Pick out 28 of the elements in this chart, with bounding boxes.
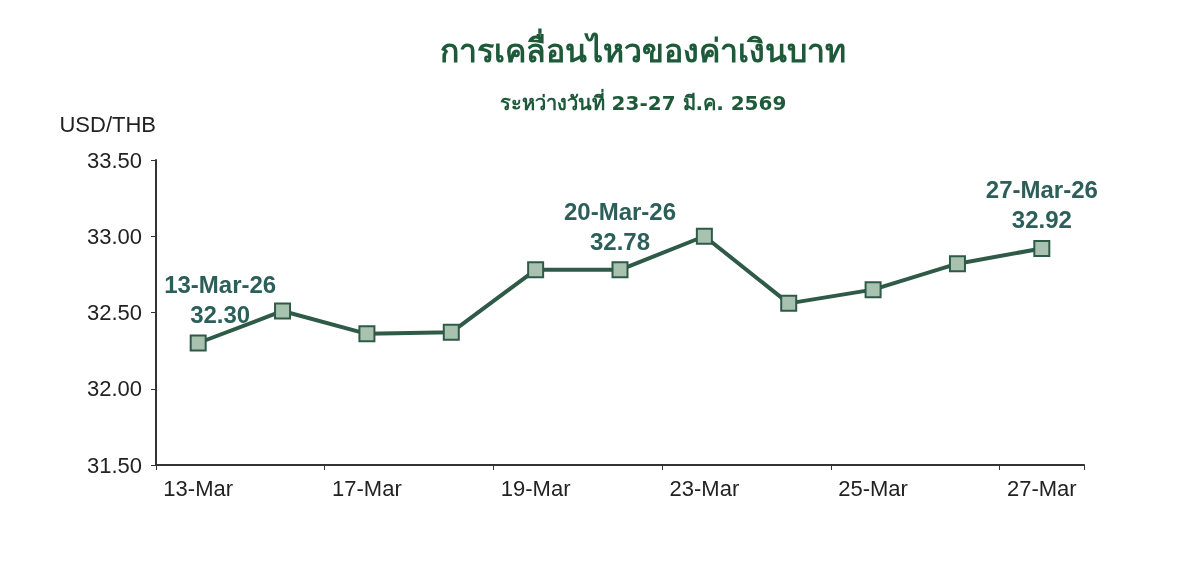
data-label: 13-Mar-26 32.30 xyxy=(164,271,277,328)
point xyxy=(780,294,798,312)
point xyxy=(864,281,882,299)
y-tick-label: 32.50 xyxy=(86,300,142,325)
point xyxy=(189,334,207,352)
point xyxy=(358,325,376,343)
chart-title: การเคลื่อนไหวของค่าเงินบาท xyxy=(440,28,846,70)
x-tick-label: 27-Mar xyxy=(1006,475,1077,501)
y-tick-label: 33.50 xyxy=(86,147,142,173)
y-tick-label: 31.50 xyxy=(86,452,142,478)
x-tick-label: 25-Mar xyxy=(838,475,908,501)
point xyxy=(274,302,292,320)
point xyxy=(442,323,460,341)
x-tick-label: 23-Mar xyxy=(669,475,740,501)
chart-subtitle: ระหว่างวันที่ 23-27 มี.ค. 2569 xyxy=(499,88,787,115)
data-label: 20-Mar-26 32.78 xyxy=(563,197,677,255)
y-tick-label: 33.00 xyxy=(86,223,142,249)
point xyxy=(611,261,629,279)
point xyxy=(695,227,713,245)
x-tick-label: 13-Mar xyxy=(163,475,234,501)
y-axis-title: USD/THB xyxy=(59,111,156,137)
point xyxy=(1033,239,1051,257)
x-tick-label: 19-Mar xyxy=(500,475,571,501)
y-tick-label: 32.00 xyxy=(86,376,142,402)
x-tick-label: 17-Mar xyxy=(332,475,402,501)
point xyxy=(527,261,545,279)
point xyxy=(948,255,966,273)
data-label: 27-Mar-26 32.92 xyxy=(985,176,1098,234)
